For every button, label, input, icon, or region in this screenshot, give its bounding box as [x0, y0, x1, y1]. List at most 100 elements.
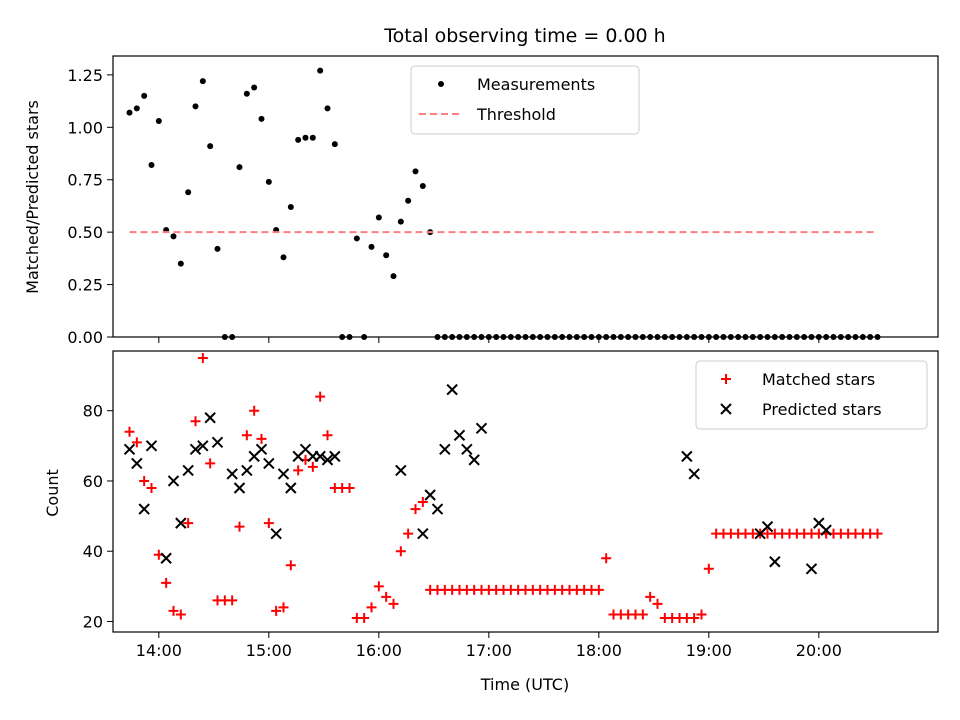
predicted-star-point — [453, 429, 466, 442]
matched-star-point — [359, 612, 370, 623]
measurement-point — [551, 334, 558, 340]
matched-star-point — [139, 475, 150, 486]
predicted-star-point — [439, 443, 451, 456]
predicted-star-point — [395, 464, 407, 477]
top-panel: 0.00 0.25 0.50 0.75 1.00 1.25 Measurements Thre… — [67, 55, 939, 347]
measurement-point — [742, 334, 749, 340]
predicted-star-point — [424, 489, 436, 501]
x-axis-label: Time (UTC) — [480, 675, 569, 694]
chart-title: Total observing time = 0.00 h — [383, 25, 665, 47]
measurement-point — [566, 334, 573, 340]
measurement-point — [823, 334, 830, 340]
measurement-point — [698, 334, 705, 340]
measurement-point — [207, 143, 214, 150]
matched-star-point — [241, 430, 252, 441]
measurement-point — [295, 136, 302, 143]
measurement-point — [720, 334, 727, 340]
x-tick-label: 20:00 — [796, 641, 842, 660]
matched-star-point — [403, 528, 414, 539]
measurement-point — [801, 334, 808, 340]
measurement-point — [808, 334, 815, 340]
predicted-star-point — [431, 503, 444, 515]
matched-star-point — [285, 560, 296, 571]
measurement-point — [471, 334, 478, 340]
matched-star-point — [175, 609, 186, 620]
matched-star-point — [872, 528, 883, 539]
measurement-point — [779, 334, 786, 340]
measurement-point — [603, 334, 610, 340]
measurement-point — [170, 233, 177, 240]
measurement-point — [537, 334, 544, 340]
matched-star-point — [146, 482, 157, 493]
matched-star-point — [381, 591, 392, 602]
matched-star-point — [366, 602, 377, 613]
measurement-point — [654, 334, 661, 340]
predicted-star-point — [475, 422, 488, 434]
measurement-point — [339, 334, 346, 340]
measurement-point — [683, 334, 690, 340]
predicted-star-point — [233, 482, 246, 494]
measurement-point — [749, 334, 756, 340]
measurement-point — [581, 334, 588, 340]
measurement-point — [214, 245, 221, 252]
x-tick-label: 16:00 — [356, 641, 402, 660]
measurement-point — [661, 334, 668, 340]
predicted-star-point — [255, 443, 268, 456]
legend-measurement-swatch — [438, 81, 444, 87]
measurement-point — [837, 334, 844, 340]
predicted-star-point — [189, 443, 202, 456]
matched-star-point — [234, 521, 245, 532]
measurement-point — [845, 334, 852, 340]
measurement-point — [529, 334, 536, 340]
measurement-point — [412, 168, 419, 175]
predicted-star-point — [197, 440, 209, 452]
measurement-point — [419, 183, 426, 190]
measurement-point — [727, 334, 734, 340]
matched-star-point — [703, 563, 714, 574]
predicted-star-point — [131, 457, 143, 470]
measurement-point — [221, 334, 228, 340]
y-tick-label: 80 — [83, 402, 103, 421]
measurement-point — [573, 334, 580, 340]
measurement-point — [302, 134, 309, 141]
y-tick-label: 0.75 — [67, 171, 103, 190]
measurement-point — [405, 197, 412, 204]
predicted-star-point — [241, 464, 253, 477]
measurement-point — [713, 334, 720, 340]
legend-label: Predicted stars — [762, 400, 882, 419]
predicted-star-point — [123, 443, 136, 456]
predicted-star-point — [263, 457, 275, 470]
measurement-point — [141, 92, 148, 99]
matched-star-point — [293, 465, 304, 476]
bottom-panel: 20 40 60 80 14:00 15:00 16:00 17:00 18:00 19:00 20… — [83, 350, 939, 660]
matched-star-point — [256, 433, 267, 444]
predicted-star-point — [314, 450, 326, 463]
predicted-star-point — [461, 443, 473, 456]
measurement-point — [155, 118, 162, 125]
measurement-point — [236, 164, 243, 171]
predicted-star-point — [270, 527, 282, 540]
legend-label: Measurements — [477, 75, 595, 94]
measurement-point — [265, 178, 272, 185]
measurement-point — [610, 334, 617, 340]
matched-star-point — [637, 609, 648, 620]
matched-star-point — [417, 497, 428, 508]
measurement-point — [456, 334, 463, 340]
legend-label: Threshold — [476, 105, 556, 124]
measurement-point — [588, 334, 595, 340]
matched-star-point — [593, 584, 604, 595]
y-tick-label: 1.00 — [67, 118, 103, 137]
measurement-point — [478, 334, 485, 340]
measurement-point — [500, 334, 507, 340]
predicted-star-point — [805, 563, 818, 575]
matched-star-point — [307, 461, 318, 472]
measurement-point — [859, 334, 866, 340]
matched-star-point — [183, 518, 194, 529]
predicted-star-point — [468, 454, 480, 466]
predicted-star-point — [417, 527, 429, 540]
measurement-point — [390, 273, 397, 280]
series-predicted-stars — [123, 383, 832, 575]
predicted-star-point — [175, 517, 187, 529]
y-tick-label: 60 — [83, 472, 103, 491]
